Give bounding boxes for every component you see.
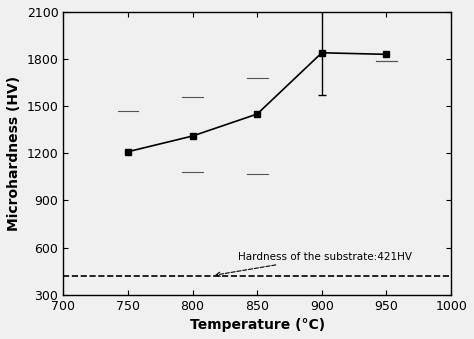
Text: Hardness of the substrate:421HV: Hardness of the substrate:421HV — [216, 252, 412, 276]
Y-axis label: Microhardness (HV): Microhardness (HV) — [7, 76, 21, 231]
X-axis label: Temperature (°C): Temperature (°C) — [190, 318, 325, 332]
